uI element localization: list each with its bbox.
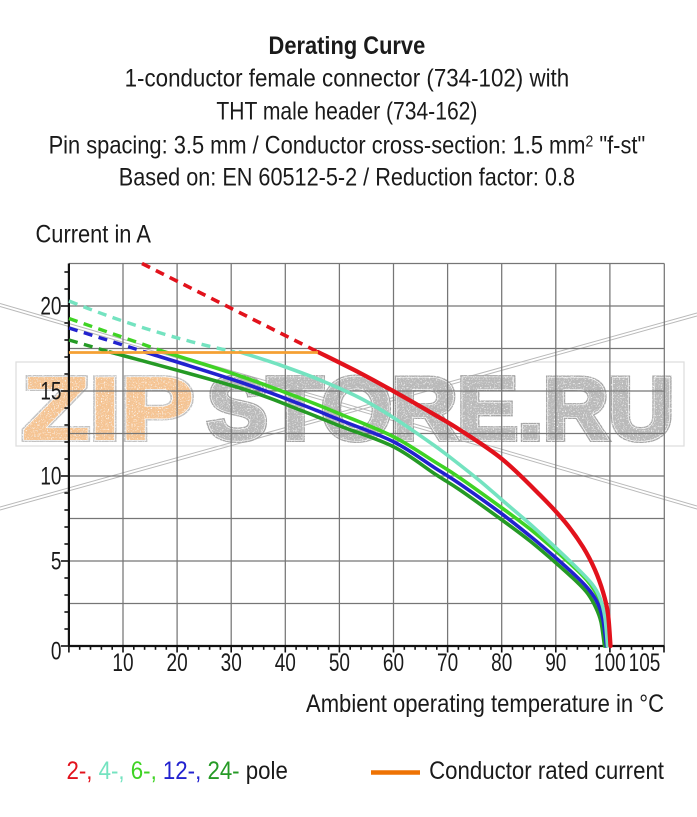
- svg-text:70: 70: [437, 648, 458, 676]
- svg-text:Ambient operating temperature: Ambient operating temperature in °C: [306, 690, 664, 718]
- svg-text:ZIP: ZIP: [22, 359, 194, 458]
- svg-text:50: 50: [329, 648, 350, 676]
- svg-text:Pin spacing: 3.5 mm / Conducto: Pin spacing: 3.5 mm / Conductor cross-se…: [49, 131, 646, 159]
- svg-text:THT male header (734-162): THT male header (734-162): [216, 97, 477, 125]
- svg-text:Conductor rated current: Conductor rated current: [429, 758, 664, 785]
- svg-text:STORE.RU: STORE.RU: [207, 359, 674, 458]
- svg-text:30: 30: [221, 648, 242, 676]
- svg-text:Based on: EN 60512-5-2 / Reduc: Based on: EN 60512-5-2 / Reduction facto…: [119, 163, 575, 191]
- svg-text:2-, 4-, 6-, 12-, 24- pole: 2-, 4-, 6-, 12-, 24- pole: [67, 758, 288, 785]
- svg-text:10: 10: [40, 462, 61, 490]
- svg-text:ZIP: ZIP: [22, 359, 194, 458]
- svg-text:Current in A: Current in A: [36, 220, 152, 248]
- svg-text:5: 5: [51, 547, 62, 575]
- svg-text:ZIP: ZIP: [22, 359, 194, 458]
- svg-text:60: 60: [383, 648, 404, 676]
- svg-text:0: 0: [51, 637, 62, 665]
- svg-text:80: 80: [491, 648, 512, 676]
- svg-text:10: 10: [112, 648, 133, 676]
- svg-text:Derating Curve: Derating Curve: [269, 32, 426, 60]
- svg-text:STORE.RU: STORE.RU: [207, 359, 674, 458]
- svg-text:15: 15: [40, 377, 61, 405]
- svg-text:20: 20: [167, 648, 188, 676]
- svg-text:20: 20: [40, 292, 61, 320]
- svg-text:STORE.RU: STORE.RU: [207, 359, 674, 458]
- svg-text:40: 40: [275, 648, 296, 676]
- svg-text:100: 100: [594, 648, 626, 676]
- svg-text:105: 105: [629, 648, 661, 676]
- svg-text:1-conductor female connector (: 1-conductor female connector (734-102) w…: [125, 66, 570, 93]
- svg-text:90: 90: [545, 648, 566, 676]
